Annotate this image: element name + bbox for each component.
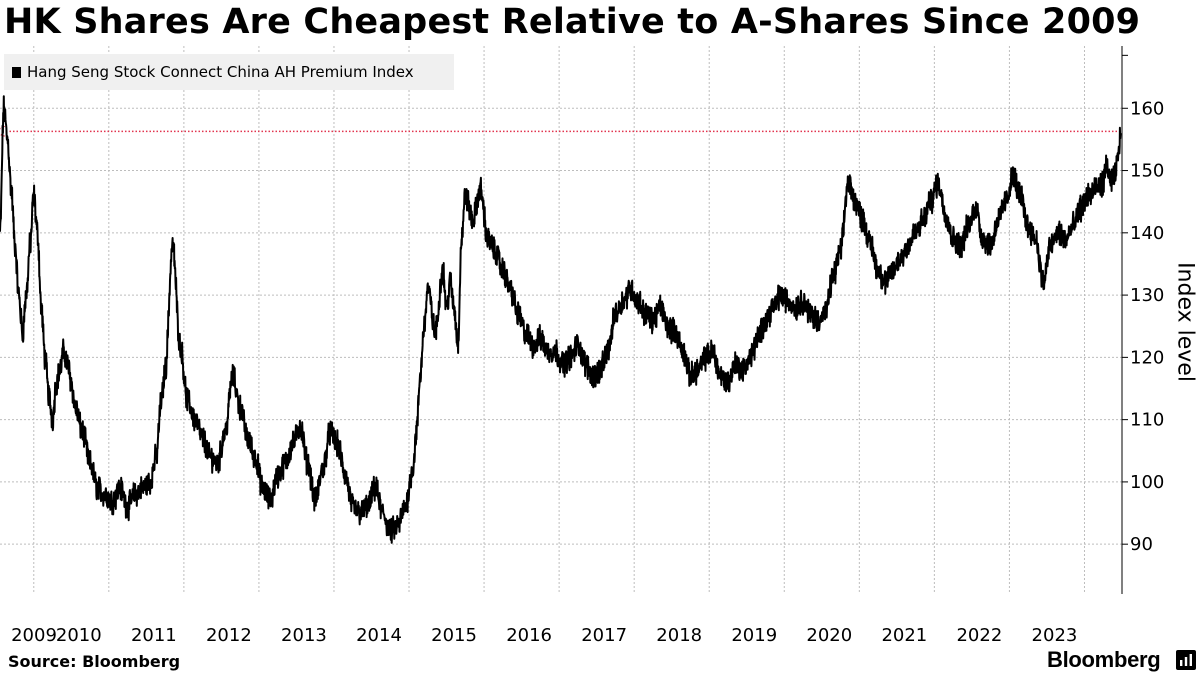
x-tick-label: 2015 — [431, 625, 477, 646]
x-tick-label: 2017 — [581, 625, 627, 646]
source-note: Source: Bloomberg — [8, 652, 181, 671]
x-tick-label: 2014 — [356, 625, 402, 646]
brand-logo: Bloomberg — [1047, 647, 1161, 672]
chart-title: HK Shares Are Cheapest Relative to A-Sha… — [4, 2, 1141, 42]
x-tick-label: 2011 — [131, 625, 177, 646]
x-tick-label: 2009 — [11, 625, 57, 646]
y-tick-label: 120 — [1130, 347, 1164, 368]
x-tick-label: 2020 — [806, 625, 852, 646]
legend-swatch — [12, 66, 21, 78]
y-tick-label: 90 — [1130, 534, 1153, 555]
x-tick-label: 2018 — [656, 625, 702, 646]
y-tick-label: 130 — [1130, 285, 1164, 306]
y-tick-label: 150 — [1130, 161, 1164, 182]
x-tick-label: 2012 — [206, 625, 252, 646]
y-tick-label: 140 — [1130, 223, 1164, 244]
y-tick-label: 110 — [1130, 410, 1164, 431]
x-gridlines — [33, 46, 1085, 594]
bloomberg-terminal-icon — [1176, 650, 1196, 670]
y-axis — [1121, 46, 1128, 594]
x-tick-label: 2021 — [881, 625, 927, 646]
series-group — [0, 95, 1122, 544]
y-tick-label: 100 — [1130, 472, 1164, 493]
y-axis-label: Index level — [1172, 262, 1198, 382]
x-tick-label: 2010 — [56, 625, 102, 646]
legend: Hang Seng Stock Connect China AH Premium… — [4, 54, 454, 90]
x-tick-label: 2022 — [956, 625, 1002, 646]
x-tick-label: 2019 — [731, 625, 777, 646]
legend-label: Hang Seng Stock Connect China AH Premium… — [27, 63, 414, 81]
y-tick-labels: 90 100 110 120 130 140 150 160 — [1130, 98, 1164, 555]
y-tick-label: 160 — [1130, 98, 1164, 119]
series-line — [0, 95, 1122, 544]
x-tick-label: 2016 — [506, 625, 552, 646]
x-tick-label: 2013 — [281, 625, 327, 646]
x-tick-label: 2023 — [1032, 625, 1078, 646]
